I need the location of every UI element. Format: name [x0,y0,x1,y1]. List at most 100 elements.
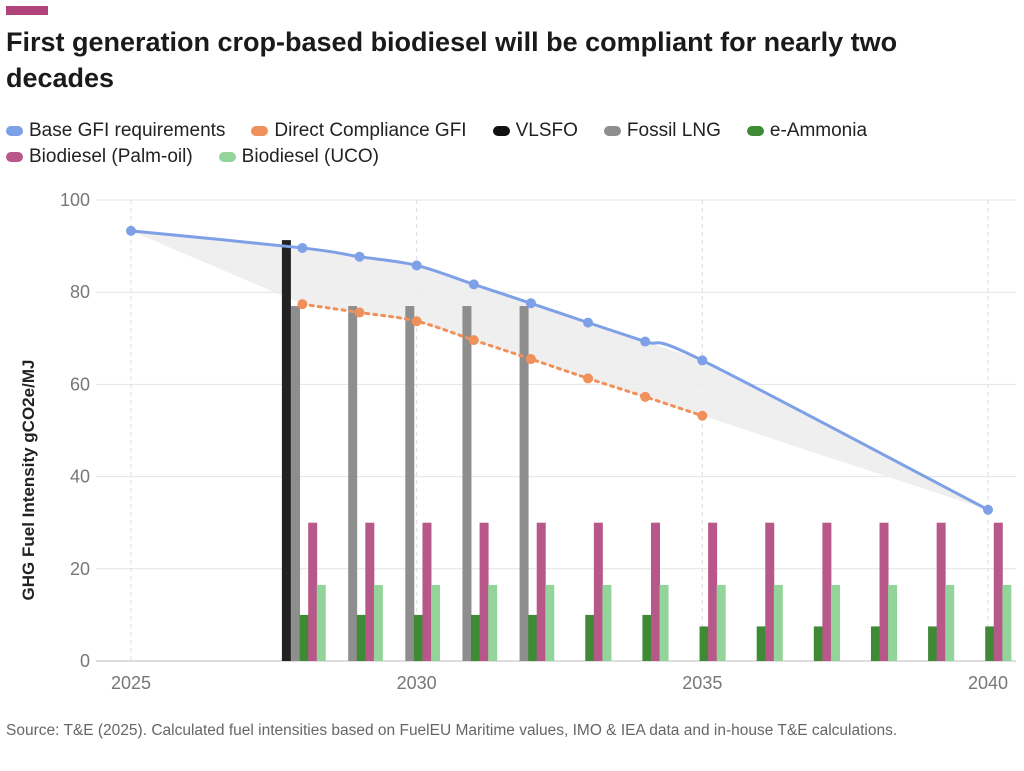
bar-biodiesel-palm-oil [650,522,660,661]
bar-fossil-lng [405,306,415,661]
bar-e-ammonia [585,614,595,661]
legend-swatch [603,126,621,136]
bars [281,240,1012,661]
point-base-gfi-requirements [697,355,708,366]
x-tick-label: 2030 [397,673,437,693]
bar-biodiesel-uco [545,584,555,661]
bar-e-ammonia [985,626,995,661]
bar-biodiesel-palm-oil [879,522,889,661]
source-note: Source: T&E (2025). Calculated fuel inte… [6,722,898,739]
lines [126,225,993,515]
y-tick-label: 80 [70,282,90,302]
bar-biodiesel-palm-oil [822,522,832,661]
legend-label: Biodiesel (UCO) [241,146,379,167]
x-tick-label: 2035 [682,673,722,693]
x-tick-label: 2040 [968,673,1008,693]
bar-biodiesel-uco [1002,584,1012,661]
point-base-gfi-requirements [411,260,422,271]
point-direct-compliance-gfi [297,299,308,310]
bar-biodiesel-palm-oil [993,522,1003,661]
bar-fossil-lng [348,306,358,661]
point-base-gfi-requirements [640,336,651,347]
legend-item-vlsfo[interactable]: VLSFO [492,118,578,144]
bar-biodiesel-palm-oil [708,522,718,661]
bar-biodiesel-palm-oil [593,522,603,661]
bar-e-ammonia [299,614,309,661]
compliance-band [131,230,988,510]
bar-e-ammonia [756,626,766,661]
bar-e-ammonia [699,626,709,661]
bar-biodiesel-palm-oil [308,522,318,661]
y-tick-label: 100 [60,190,90,210]
x-tick-label: 2025 [111,673,151,693]
point-direct-compliance-gfi [354,307,365,318]
bar-e-ammonia [356,614,366,661]
legend-item-base-gfi[interactable]: Base GFI requirements [6,118,225,144]
point-base-gfi-requirements [525,298,536,309]
compliance-band-area [131,230,988,510]
legend-label: e-Ammonia [769,120,868,141]
legend-swatch [746,126,764,136]
legend-swatch [251,126,269,136]
bar-biodiesel-uco [773,584,783,661]
legend-row-2: Biodiesel (Palm-oil) Biodiesel (UCO) [6,144,1006,170]
point-direct-compliance-gfi [640,391,651,402]
legend-row-1: Base GFI requirements Direct Compliance … [6,118,1006,144]
legend-item-e-ammonia[interactable]: e-Ammonia [746,118,868,144]
bar-e-ammonia [528,614,538,661]
point-base-gfi-requirements [583,317,594,328]
point-base-gfi-requirements [126,225,136,236]
bar-biodiesel-uco [659,584,669,661]
y-tick-label: 40 [70,467,90,487]
legend-label: Direct Compliance GFI [274,120,467,141]
bar-biodiesel-uco [945,584,955,661]
legend-item-direct-compliance[interactable]: Direct Compliance GFI [251,118,467,144]
grid [96,199,1016,662]
bar-biodiesel-uco [431,584,441,661]
bar-vlsfo [281,240,291,661]
point-base-gfi-requirements [468,279,479,290]
chart-title: First generation crop-based biodiesel wi… [6,27,898,93]
bar-fossil-lng [291,306,301,661]
bar-biodiesel-uco [488,584,498,661]
bar-e-ammonia [813,626,823,661]
point-base-gfi-requirements [983,504,993,515]
legend-item-biodiesel-uco[interactable]: Biodiesel (UCO) [218,144,379,170]
accent-bar [6,6,48,15]
legend-label: VLSFO [515,120,578,141]
legend-swatch [218,152,236,162]
point-direct-compliance-gfi [525,354,536,365]
legend-item-biodiesel-palm[interactable]: Biodiesel (Palm-oil) [6,144,193,170]
bar-biodiesel-uco [602,584,612,661]
bar-biodiesel-uco [316,584,326,661]
bar-e-ammonia [471,614,481,661]
legend-label: Base GFI requirements [29,120,226,141]
bar-biodiesel-palm-oil [422,522,432,661]
point-base-gfi-requirements [297,242,308,253]
legend-item-fossil-lng[interactable]: Fossil LNG [603,118,721,144]
bar-biodiesel-uco [373,584,383,661]
bar-e-ammonia [413,614,423,661]
bar-biodiesel-palm-oil [936,522,946,661]
legend-label: Fossil LNG [626,120,721,141]
bar-e-ammonia [642,614,652,661]
bar-fossil-lng [519,306,529,661]
y-tick-label: 0 [80,651,90,671]
y-tick-label: 60 [70,374,90,394]
point-direct-compliance-gfi [583,373,594,384]
bar-e-ammonia [870,626,880,661]
bar-biodiesel-uco [888,584,898,661]
bar-fossil-lng [462,306,472,661]
legend: Base GFI requirements Direct Compliance … [6,118,1006,170]
point-base-gfi-requirements [354,251,365,262]
y-tick-label: 20 [70,559,90,579]
point-direct-compliance-gfi [411,316,422,327]
point-direct-compliance-gfi [697,410,708,421]
bar-biodiesel-palm-oil [479,522,489,661]
bar-biodiesel-uco [830,584,840,661]
bar-biodiesel-palm-oil [536,522,546,661]
legend-swatch [6,126,23,136]
y-axis-label: GHG Fuel Intensity gCO2e/MJ [19,360,38,601]
bar-e-ammonia [928,626,938,661]
